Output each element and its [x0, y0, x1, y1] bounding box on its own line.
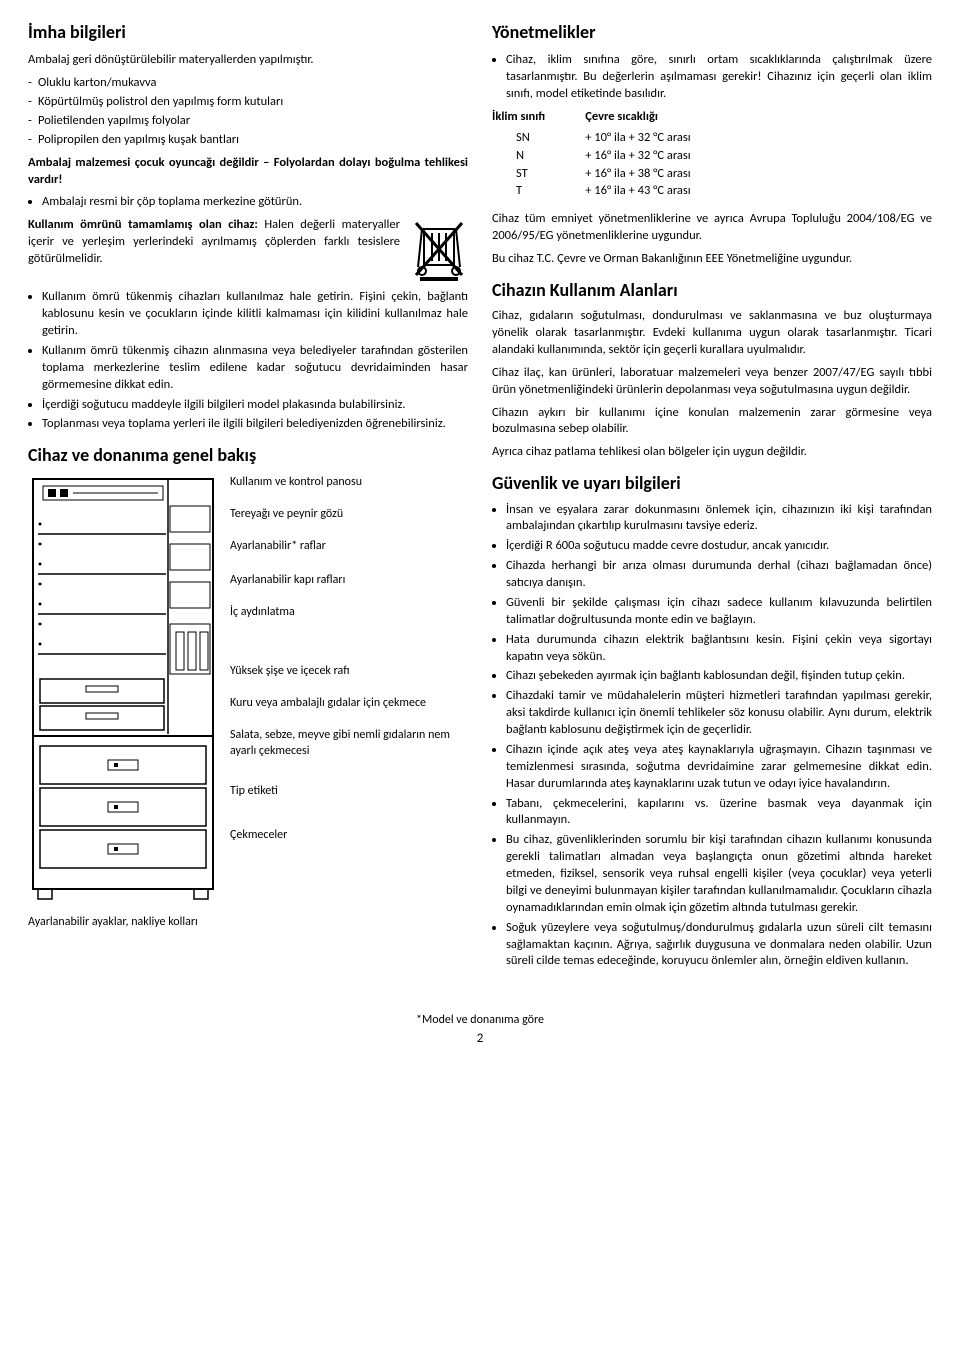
label-interior-light: İç aydınlatma: [230, 604, 468, 620]
bullet-safety: Hata durumunda cihazın elektrik bağlantı…: [506, 632, 932, 666]
label-freezer-drawers: Çekmeceler: [230, 827, 468, 843]
paragraph-use: Ayrıca cihaz patlama tehlikesi olan bölg…: [492, 444, 932, 461]
table-cell: SN: [516, 130, 545, 147]
label-control-panel: Kullanım ve kontrol panosu: [230, 474, 468, 490]
page-number: 2: [28, 1030, 932, 1048]
packaging-materials-list: Oluklu karton/mukavva Köpürtülmüş polist…: [28, 75, 468, 149]
label-dry-drawer: Kuru veya ambalajlı gıdalar için çekmece: [230, 695, 468, 711]
table-cell: + 10° ila + 32 °C arası: [585, 130, 690, 147]
paragraph-use: Cihaz, gıdaların soğutulması, dondurulma…: [492, 308, 932, 359]
bullet-safety: Güvenli bir şekilde çalışması için cihaz…: [506, 595, 932, 629]
heading-regulations: Yönetmelikler: [492, 20, 932, 44]
label-type-plate: Tip etiketi: [230, 783, 468, 799]
paragraph-eee: Bu cihaz T.C. Çevre ve Orman Bakanlığını…: [492, 251, 932, 268]
table-cell: + 16° ila + 43 °C arası: [585, 183, 690, 200]
footnote-model: *Model ve donanıma göre: [28, 1012, 932, 1028]
bullet-safety: İnsan ve eşyalara zarar dokunmasını önle…: [506, 502, 932, 536]
safety-list: İnsan ve eşyalara zarar dokunmasını önle…: [492, 502, 932, 971]
bullet-safety: Cihazın içinde açık ateş veya ateş kayna…: [506, 742, 932, 793]
fridge-diagram: [28, 474, 218, 904]
table-header-climate-class: İklim sınıfı: [492, 109, 545, 126]
paragraph-use: Cihazın aykırı bir kullanımı içine konul…: [492, 405, 932, 439]
label-adjustable-shelves: Ayarlanabilir* raflar: [230, 538, 468, 554]
heading-overview: Cihaz ve donanıma genel bakış: [28, 443, 468, 467]
bullet-safety: Cihazı şebekeden ayırmak için bağlantı k…: [506, 668, 932, 685]
bullet-safety: Soğuk yüzeylere veya soğutulmuş/dondurul…: [506, 920, 932, 971]
bullet-endlife: Kullanım ömrü tükenmiş cihazları kullanı…: [42, 289, 468, 340]
list-item: Polipropilen den yapılmış kuşak bantları: [28, 132, 468, 149]
list-item: Oluklu karton/mukavva: [28, 75, 468, 92]
table-cell: ST: [516, 166, 545, 183]
bullet-endlife: Kullanım ömrü tükenmiş cihazın alınmasın…: [42, 343, 468, 394]
heading-safety: Güvenlik ve uyarı bilgileri: [492, 471, 932, 495]
table-cell: + 16° ila + 38 °C arası: [585, 166, 690, 183]
bullet-safety: Bu cihaz, güvenliklerinden sorumlu bir k…: [506, 832, 932, 916]
bullet-endlife: Toplanması veya toplama yerleri ile ilgi…: [42, 416, 468, 433]
label-butter-compartment: Tereyağı ve peynir gözü: [230, 506, 468, 522]
label-bottle-shelf: Yüksek şişe ve içecek rafı: [230, 663, 468, 679]
list-item: Polietilenden yapılmış folyolar: [28, 113, 468, 130]
label-vegetable-drawer: Salata, sebze, meyve gibi nemli gıdaları…: [230, 727, 468, 759]
table-cell: T: [516, 183, 545, 200]
heading-disposal: İmha bilgileri: [28, 20, 468, 44]
table-cell: + 16° ila + 32 °C arası: [585, 148, 690, 165]
list-item: Köpürtülmüş polistrol den yapılmış form …: [28, 94, 468, 111]
diagram-labels: Kullanım ve kontrol panosu Tereyağı ve p…: [230, 474, 468, 860]
bullet-safety: Cihazdaki tamir ve müdahalelerin müşteri…: [506, 688, 932, 739]
paragraph-packaging: Ambalaj geri dönüştürülebilir materyalle…: [28, 52, 468, 69]
bullet-recycle: Ambalajı resmi bir çöp toplama merkezine…: [42, 194, 468, 211]
label-door-shelves: Ayarlanabilir kapı rafları: [230, 572, 468, 588]
bullet-safety: İçerdiği R 600a soğutucu madde cevre dos…: [506, 538, 932, 555]
warning-packaging: Ambalaj malzemesi çocuk oyuncağı değildi…: [28, 155, 468, 189]
table-header-ambient-temp: Çevre sıcaklığı: [585, 109, 690, 126]
climate-class-table: İklim sınıfı SN N ST T Çevre sıcaklığı +…: [492, 109, 932, 201]
heading-usage-areas: Cihazın Kullanım Alanları: [492, 278, 932, 302]
bullet-safety: Cihazda herhangi bir arıza olması durumu…: [506, 558, 932, 592]
caption-feet: Ayarlanabilir ayaklar, nakliye kolları: [28, 914, 468, 930]
paragraph-endlife: Kullanım ömrünü tamamlamış olan cihaz: H…: [28, 217, 400, 268]
bullet-safety: Tabanı, çekmecelerini, kapılarını vs. üz…: [506, 796, 932, 830]
table-cell: N: [516, 148, 545, 165]
bullet-endlife: İçerdiği soğutucu maddeyle ilgili bilgil…: [42, 397, 468, 414]
paragraph-directives: Cihaz tüm emniyet yönetmenliklerine ve a…: [492, 211, 932, 245]
bullet-regulations: Cihaz, iklim sınıfına göre, sınırlı orta…: [506, 52, 932, 103]
paragraph-use: Cihaz ilaç, kan ürünleri, laboratuar mal…: [492, 365, 932, 399]
weee-bin-icon: [410, 219, 468, 283]
